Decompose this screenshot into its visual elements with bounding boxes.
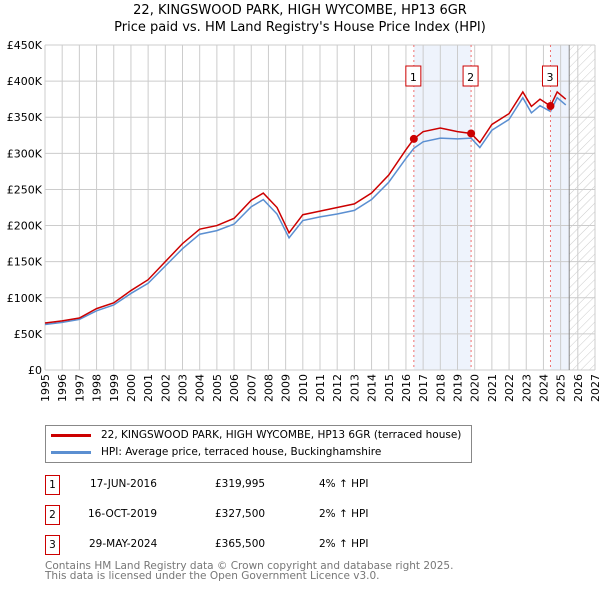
sale-point <box>467 129 476 138</box>
shaded-period <box>413 45 472 370</box>
sale-marker-label: 1 <box>45 475 60 495</box>
x-tick-label: 2014 <box>366 374 379 402</box>
x-tick-label: 2016 <box>400 374 413 402</box>
shaded-period <box>550 45 570 370</box>
x-tick-label: 2009 <box>280 374 293 402</box>
x-tick-label: 2022 <box>503 374 516 402</box>
legend-label-property: 22, KINGSWOOD PARK, HIGH WYCOMBE, HP13 6… <box>101 429 462 441</box>
y-tick-label: £0 <box>28 364 42 377</box>
x-tick-label: 2004 <box>194 374 207 402</box>
x-tick-label: 2018 <box>434 374 447 402</box>
x-tick-label: 2005 <box>211 374 224 402</box>
forecast-hatch <box>569 45 595 370</box>
x-tick-label: 2026 <box>572 374 585 402</box>
legend-label-hpi: HPI: Average price, terraced house, Buck… <box>101 446 382 458</box>
x-tick-label: 2002 <box>159 374 172 402</box>
x-tick-label: 2025 <box>555 374 568 402</box>
y-tick-label: £150K <box>7 256 43 269</box>
chart-subtitle: Price paid vs. HM Land Registry's House … <box>114 20 486 35</box>
x-tick-label: 2006 <box>228 374 241 402</box>
x-tick-label: 2020 <box>469 374 482 402</box>
x-tick-label: 2003 <box>177 374 190 402</box>
sale-hpi-diff: 2% ↑ HPI <box>319 508 369 520</box>
sale-marker-label: 3 <box>546 71 553 84</box>
sale-date: 16-OCT-2019 <box>88 508 157 520</box>
y-tick-label: £100K <box>7 292 43 305</box>
legend: 22, KINGSWOOD PARK, HIGH WYCOMBE, HP13 6… <box>45 425 472 463</box>
x-tick-label: 2027 <box>589 374 600 402</box>
x-tick-label: 1995 <box>39 374 52 402</box>
footer: Contains HM Land Registry data © Crown c… <box>45 560 454 582</box>
sale-point <box>546 102 555 111</box>
y-tick-label: £200K <box>7 220 43 233</box>
sale-marker-label: 3 <box>45 535 60 555</box>
x-tick-label: 2017 <box>417 374 430 402</box>
footer-line: Contains HM Land Registry data © Crown c… <box>45 560 454 572</box>
x-tick-label: 1996 <box>56 374 69 402</box>
sale-row: 2 16-OCT-2019 £327,500 2% ↑ HPI <box>45 505 445 525</box>
legend-swatch-property <box>51 433 91 437</box>
x-tick-label: 2007 <box>245 374 258 402</box>
x-tick-label: 1998 <box>91 374 104 402</box>
property-line <box>44 90 567 324</box>
sale-marker-box <box>541 65 558 87</box>
y-tick-label: £300K <box>7 147 43 160</box>
x-tick-label: 1999 <box>108 374 121 402</box>
x-tick-label: 2023 <box>520 374 533 402</box>
x-tick-label: 2015 <box>383 374 396 402</box>
x-tick-label: 2011 <box>314 374 327 402</box>
y-tick-label: £350K <box>7 111 43 124</box>
hpi-line <box>44 96 567 326</box>
x-tick-label: 2000 <box>125 374 138 402</box>
x-tick-label: 2013 <box>348 374 361 402</box>
sale-date: 17-JUN-2016 <box>90 478 157 490</box>
x-tick-label: 2012 <box>331 374 344 402</box>
sale-marker-label: 2 <box>467 71 474 84</box>
sale-hpi-diff: 2% ↑ HPI <box>319 538 369 550</box>
sale-marker-label: 2 <box>45 505 60 525</box>
sale-row: 3 29-MAY-2024 £365,500 2% ↑ HPI <box>45 535 445 555</box>
sale-price: £327,500 <box>215 508 266 520</box>
chart-title: 22, KINGSWOOD PARK, HIGH WYCOMBE, HP13 6… <box>133 3 467 18</box>
sale-point <box>409 134 418 143</box>
sale-price: £365,500 <box>215 538 266 550</box>
sale-hpi-diff: 4% ↑ HPI <box>319 478 369 490</box>
y-tick-label: £50K <box>14 328 43 341</box>
sale-marker-box <box>405 65 422 87</box>
y-tick-label: £450K <box>7 39 43 52</box>
y-tick-label: £400K <box>7 75 43 88</box>
x-tick-label: 2024 <box>537 374 550 402</box>
plot-area: 1995 1996 1997 1998 1999 2000 2001 2002 2003 2004… <box>7 39 600 402</box>
sale-marker-box <box>462 65 479 87</box>
sale-date: 29-MAY-2024 <box>89 538 158 550</box>
x-tick-label: 2010 <box>297 374 310 402</box>
sale-row: 1 17-JUN-2016 £319,995 4% ↑ HPI <box>45 475 445 495</box>
footer-line: This data is licensed under the Open Gov… <box>45 570 380 582</box>
x-tick-label: 2019 <box>452 374 465 402</box>
legend-swatch-hpi <box>51 450 91 454</box>
x-tick-label: 2001 <box>142 374 155 402</box>
x-tick-label: 2008 <box>262 374 275 402</box>
sale-marker-label: 1 <box>410 71 417 84</box>
sale-price: £319,995 <box>215 478 266 490</box>
x-tick-label: 2021 <box>486 374 499 402</box>
y-tick-label: £250K <box>7 183 43 196</box>
x-tick-label: 1997 <box>73 374 86 402</box>
